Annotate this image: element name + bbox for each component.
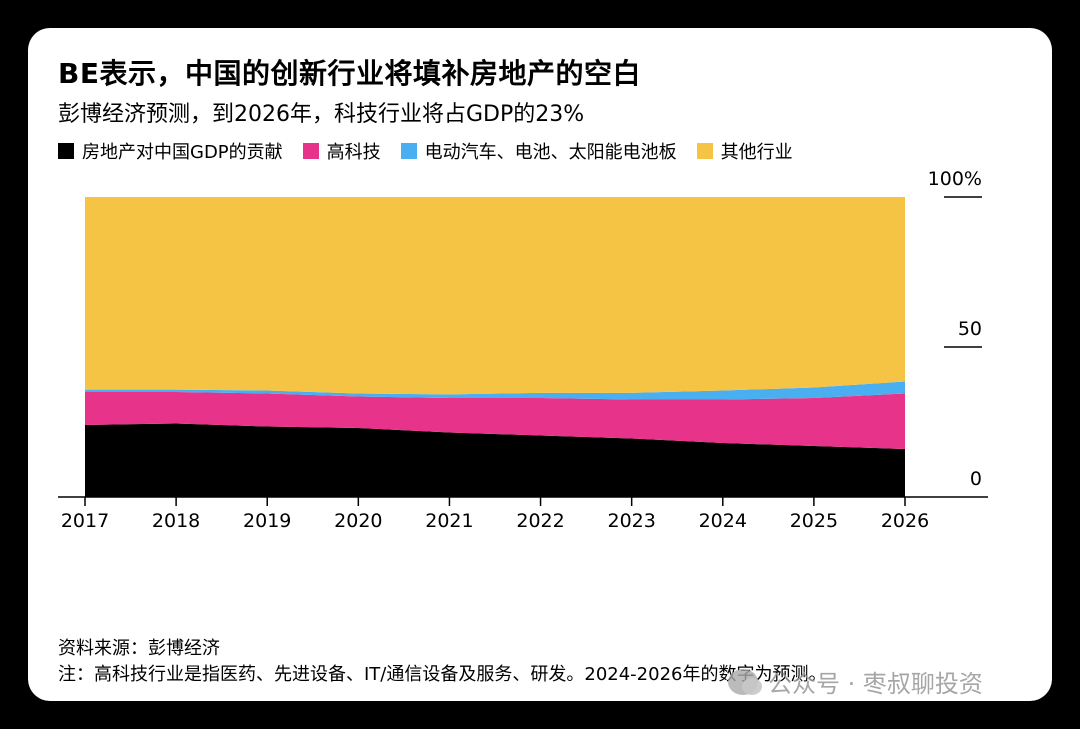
area-series-3 [85, 197, 905, 395]
chart-title: BE表示，中国的创新行业将填补房地产的空白 [58, 57, 641, 90]
x-tick-label: 2017 [61, 510, 109, 532]
legend-label-ev: 电动汽车、电池、太阳能电池板 [424, 142, 677, 163]
legend-label-other: 其他行业 [720, 142, 793, 163]
chart-subtitle: 彭博经济预测，到2026年，科技行业将占GDP的23% [58, 102, 585, 127]
legend-item-real-estate: 房地产对中国GDP的贡献 [58, 138, 283, 164]
x-tick-label: 2020 [334, 510, 382, 532]
legend-label-real-estate: 房地产对中国GDP的贡献 [82, 142, 283, 163]
legend-swatch-real-estate [58, 143, 74, 159]
footnote: 注：高科技行业是指医药、先进设备、IT/通信设备及服务、研发。2024-2026… [58, 664, 827, 685]
legend: 房地产对中国GDP的贡献 高科技 电动汽车、电池、太阳能电池板 其他行业 [58, 138, 813, 164]
footer: 资料来源：彭博经济 注：高科技行业是指医药、先进设备、IT/通信设备及服务、研发… [58, 636, 826, 688]
legend-item-ev: 电动汽车、电池、太阳能电池板 [400, 138, 677, 164]
x-tick-label: 2018 [152, 510, 200, 532]
watermark-text: 公众号 · 枣叔聊投资 [768, 670, 983, 698]
wechat-logo-icon [728, 668, 762, 695]
area-series-2 [85, 381, 905, 400]
stacked-area-chart: 2017 2018 2019 2020 2021 2022 2023 2024 2025 2026… [58, 168, 988, 532]
y-tick-label: 100% [928, 168, 982, 190]
legend-swatch-other [696, 143, 713, 159]
x-tick-label: 2026 [881, 510, 929, 532]
legend-item-other: 其他行业 [696, 138, 793, 164]
source-note: 资料来源：彭博经济 [58, 638, 220, 659]
chart-card: BE表示，中国的创新行业将填补房地产的空白 彭博经济预测，到2026年，科技行业… [28, 28, 1052, 701]
y-tick-label: 50 [958, 318, 982, 340]
watermark: 公众号 · 枣叔聊投资 [728, 664, 983, 699]
area-series-1 [85, 392, 905, 449]
x-tick-label: 2024 [699, 510, 747, 532]
x-tick-label: 2022 [516, 510, 564, 532]
legend-label-high-tech: 高科技 [326, 142, 381, 163]
x-tick-label: 2023 [607, 510, 655, 532]
x-tick-label: 2021 [425, 510, 473, 532]
legend-item-high-tech: 高科技 [302, 138, 381, 164]
x-tick-label: 2019 [243, 510, 291, 532]
x-tick-label: 2025 [790, 510, 838, 532]
legend-swatch-high-tech [302, 143, 319, 159]
legend-swatch-ev [400, 143, 417, 159]
y-tick-label: 0 [970, 468, 982, 490]
